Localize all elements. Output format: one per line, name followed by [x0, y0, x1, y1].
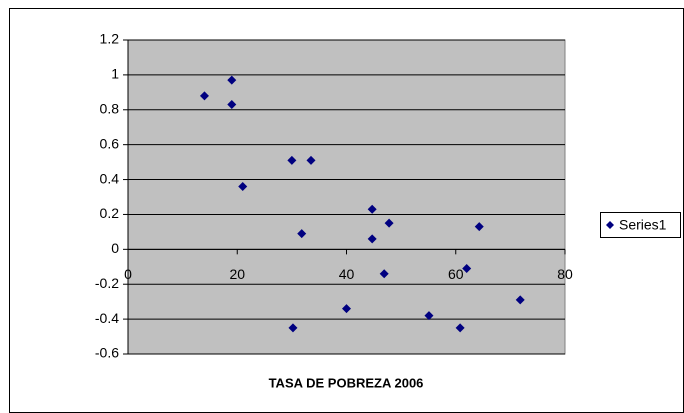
point [342, 304, 351, 314]
point [306, 155, 316, 165]
y-tick-label: 0 [111, 240, 119, 256]
point [455, 323, 465, 333]
plot-area [127, 39, 566, 355]
point [227, 75, 237, 85]
point [227, 100, 237, 110]
point [367, 204, 377, 214]
x-axis-title: TASA DE POBREZA 2006 [269, 375, 424, 390]
point [287, 155, 297, 165]
legend-label: Series1 [619, 217, 667, 233]
x-tick-label: 80 [557, 266, 573, 282]
y-tick-label: 0.8 [100, 100, 120, 116]
x-tick-label: 60 [448, 266, 464, 282]
point [297, 229, 307, 239]
point [367, 234, 377, 244]
point [424, 311, 434, 321]
point [288, 323, 298, 333]
y-tick-label: 1.2 [100, 31, 120, 47]
x-tick-label: 20 [229, 266, 245, 282]
point [515, 295, 525, 305]
point [384, 218, 394, 228]
y-tick-label: 0.4 [100, 170, 120, 186]
y-tick-label: 1 [111, 66, 119, 82]
legend-marker [606, 221, 614, 229]
point [199, 91, 209, 101]
y-tick-label: 0.2 [100, 205, 120, 221]
x-tick-label: 0 [124, 266, 132, 282]
point [379, 269, 389, 279]
y-tick-label: -0.6 [95, 345, 119, 361]
y-tick-label: -0.4 [95, 310, 119, 326]
point [462, 264, 472, 274]
y-tick-label: -0.2 [95, 275, 119, 291]
x-tick-label: 40 [339, 266, 355, 282]
point [474, 222, 484, 232]
point [238, 182, 248, 192]
y-tick-label: 0.6 [100, 135, 120, 151]
